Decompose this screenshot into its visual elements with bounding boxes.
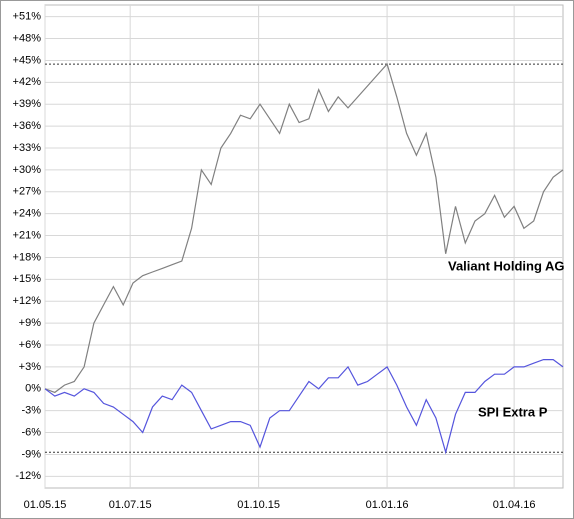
y-tick-label: -6% bbox=[21, 426, 41, 438]
x-tick-label: 01.10.15 bbox=[237, 499, 280, 511]
series-line bbox=[44, 62, 564, 394]
y-tick-label: +42% bbox=[13, 76, 42, 88]
x-tick-label: 01.07.15 bbox=[109, 499, 152, 511]
y-tick-label: +15% bbox=[13, 273, 42, 285]
plot-area bbox=[44, 4, 564, 489]
y-tick-label: +6% bbox=[19, 339, 42, 351]
y-tick-label: +39% bbox=[13, 98, 42, 110]
y-tick-label: 0% bbox=[25, 383, 41, 395]
y-tick-label: +24% bbox=[13, 208, 42, 220]
series-line bbox=[44, 359, 564, 455]
x-tick-label: 01.01.16 bbox=[366, 499, 409, 511]
y-tick-label: +33% bbox=[13, 142, 42, 154]
y-tick-label: +51% bbox=[13, 11, 42, 23]
y-tick-label: +36% bbox=[13, 120, 42, 132]
y-tick-label: +9% bbox=[19, 317, 42, 329]
y-tick-label: -3% bbox=[21, 405, 41, 417]
series-label: SPI Extra P bbox=[478, 404, 548, 419]
y-tick-label: +18% bbox=[13, 251, 42, 263]
y-tick-label: -9% bbox=[21, 448, 41, 460]
y-tick-label: -12% bbox=[15, 470, 41, 482]
x-tick-label: 01.04.16 bbox=[493, 499, 536, 511]
y-tick-label: +21% bbox=[13, 229, 42, 241]
y-tick-label: +27% bbox=[13, 186, 42, 198]
series-label: Valiant Holding AG bbox=[448, 258, 565, 273]
y-tick-label: +30% bbox=[13, 164, 42, 176]
y-tick-label: +48% bbox=[13, 32, 42, 44]
y-tick-label: +12% bbox=[13, 295, 42, 307]
x-tick-label: 01.05.15 bbox=[24, 499, 67, 511]
y-tick-label: +45% bbox=[13, 54, 42, 66]
y-tick-label: +3% bbox=[19, 361, 42, 373]
